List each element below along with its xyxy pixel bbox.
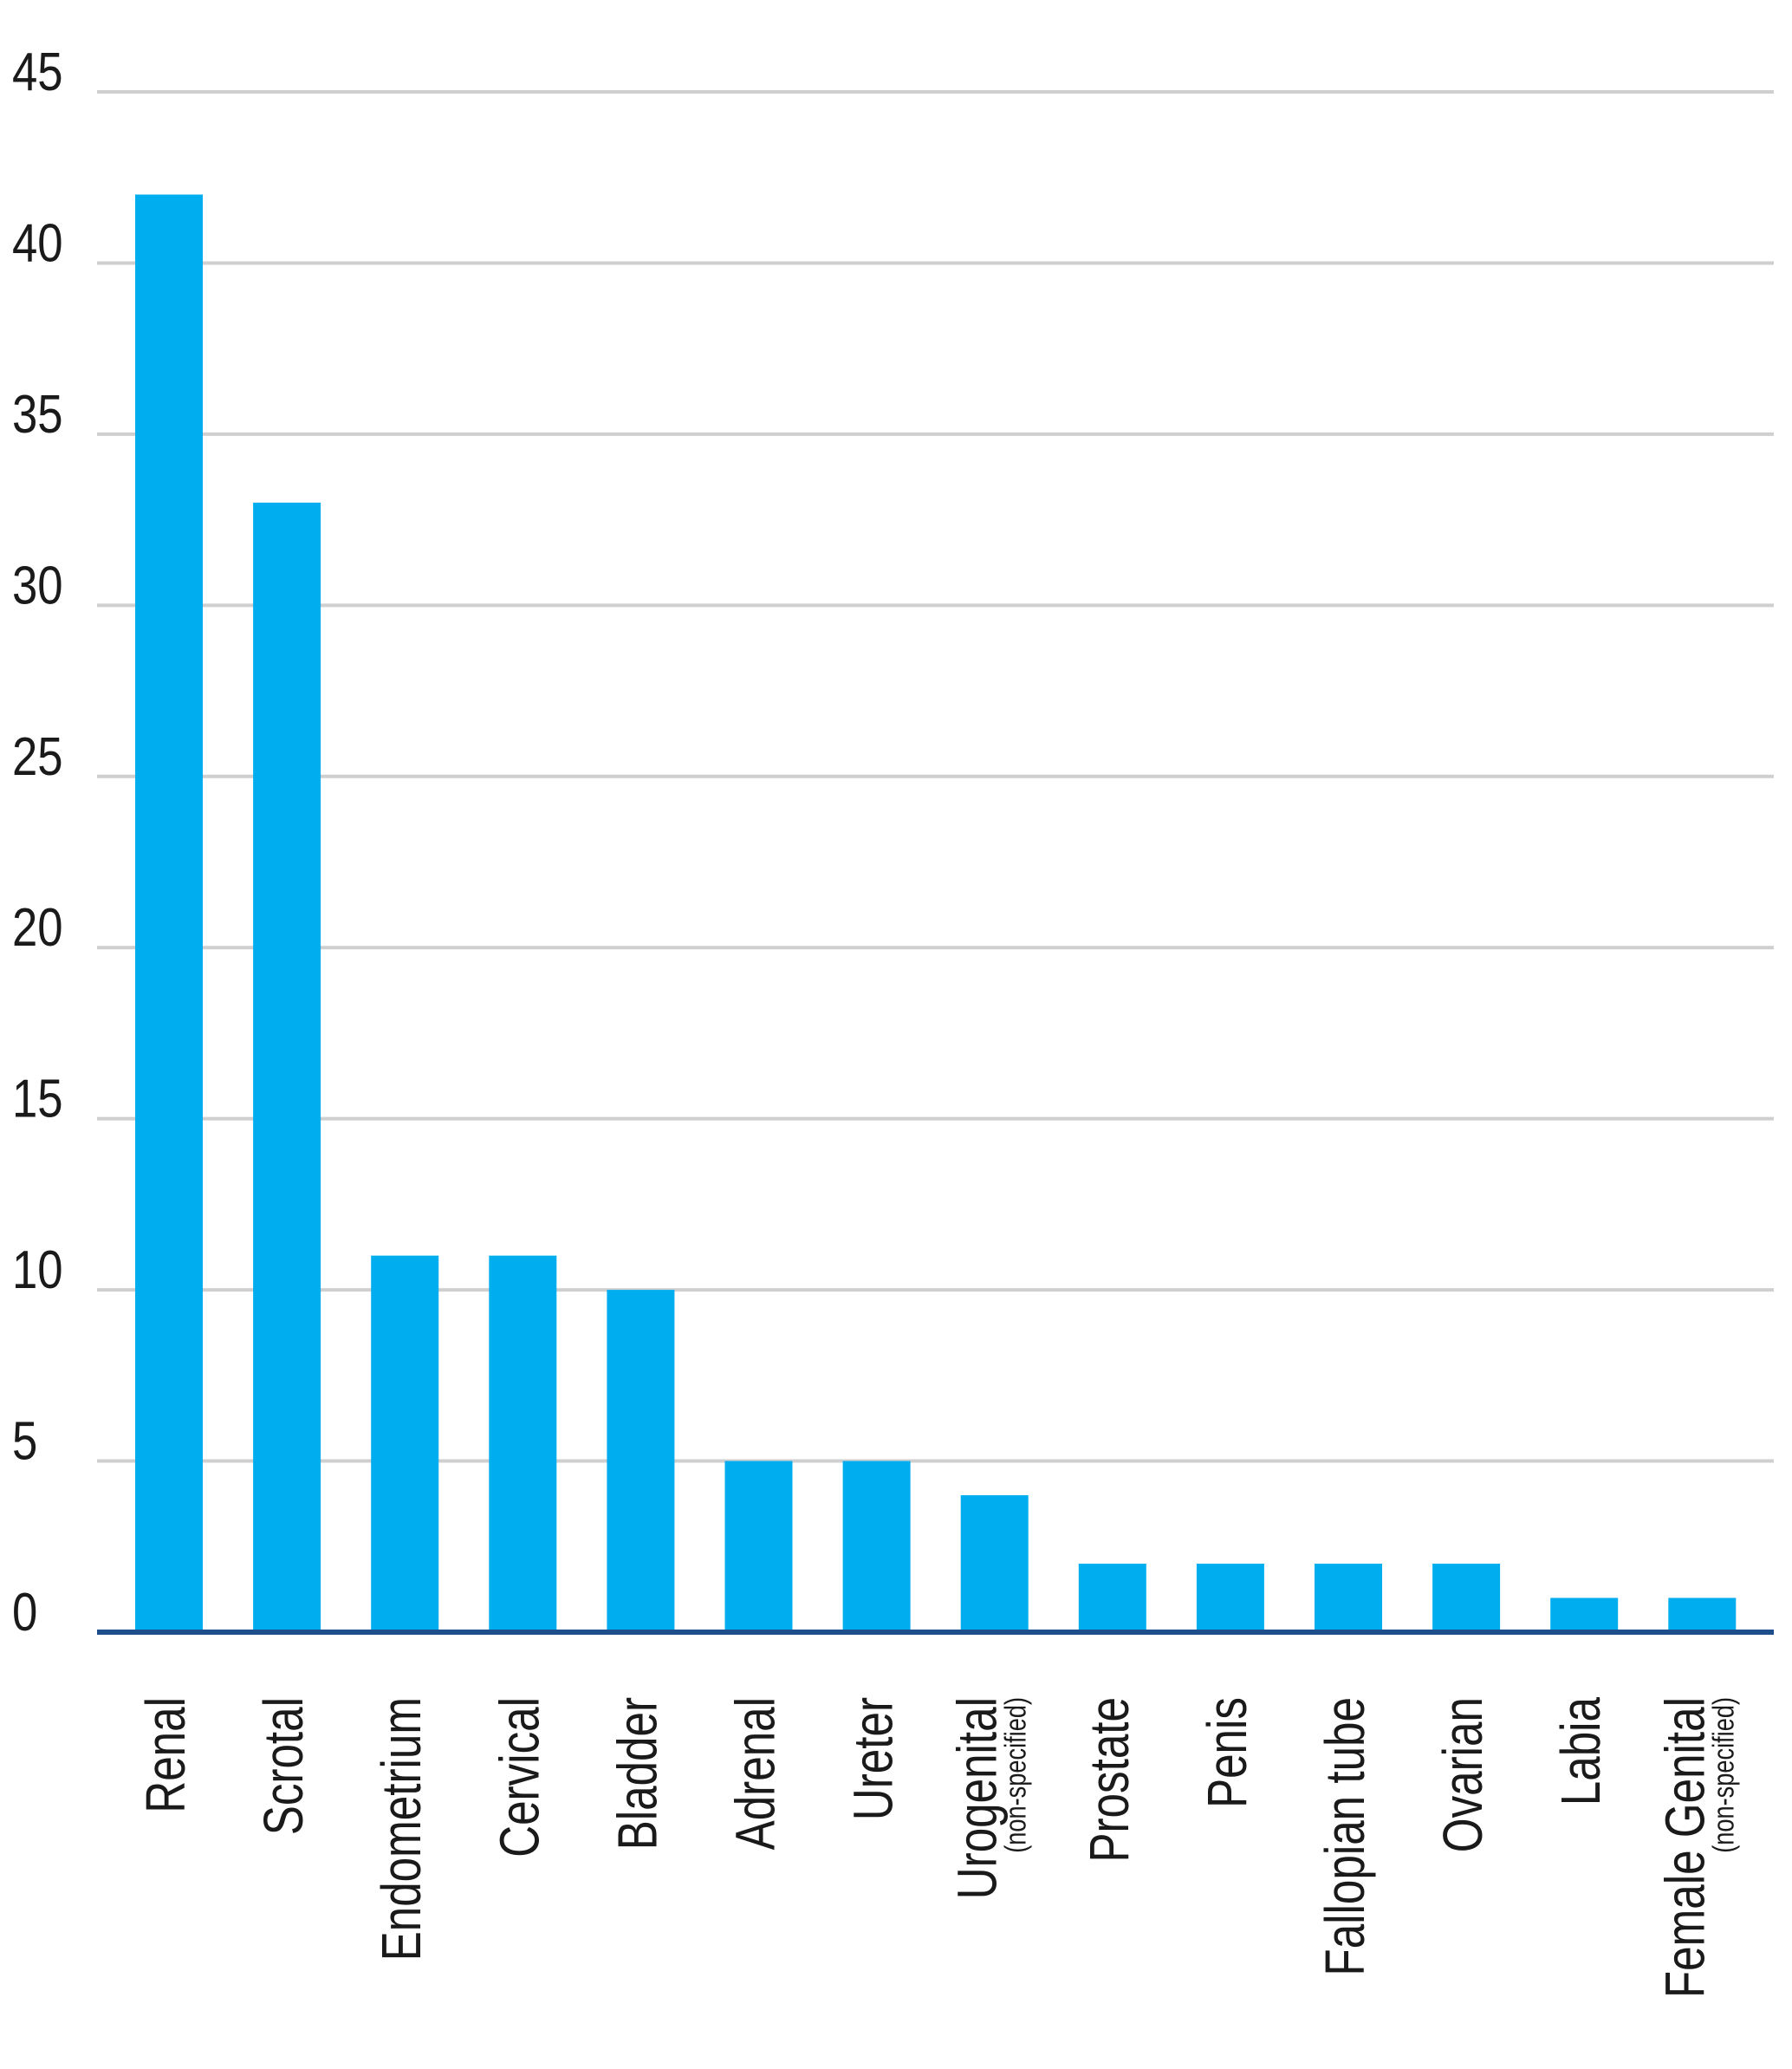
bar	[253, 502, 321, 1632]
bar	[489, 1255, 557, 1632]
y-tick-label: 10	[12, 1240, 63, 1300]
bar	[1315, 1564, 1382, 1632]
bar	[1668, 1597, 1737, 1632]
y-tick-label: 40	[12, 213, 63, 273]
x-tick-label: Female Genital	[1655, 1697, 1717, 1998]
y-tick-label: 35	[12, 385, 63, 445]
x-tick-label: Renal	[136, 1697, 198, 1813]
x-tick-label: Scrotal	[254, 1697, 315, 1835]
y-tick-label: 25	[12, 727, 63, 787]
bar	[724, 1461, 793, 1632]
x-tick-label: Prostate	[1079, 1697, 1140, 1863]
x-tick-note: (non-specified)	[999, 1697, 1033, 1853]
bar	[1432, 1564, 1501, 1632]
x-tick-label: Fallopian tube	[1315, 1697, 1377, 1976]
y-tick-label: 45	[12, 42, 63, 102]
x-tick-label: Ovarian	[1433, 1697, 1495, 1852]
x-tick-label: Ureter	[843, 1697, 905, 1820]
y-tick-label: 0	[12, 1583, 37, 1643]
x-tick-label: Bladder	[607, 1697, 669, 1850]
y-tick-label: 5	[12, 1412, 37, 1472]
y-tick-label: 30	[12, 556, 63, 615]
bar	[960, 1495, 1029, 1632]
x-tick-label: Cervical	[490, 1697, 551, 1858]
x-tick-label: Adrenal	[725, 1697, 787, 1850]
y-tick-label: 15	[12, 1070, 63, 1129]
bar	[1078, 1564, 1146, 1632]
x-tick-label: Endometrium	[372, 1697, 433, 1961]
bar	[842, 1461, 911, 1632]
x-tick-label: Penis	[1198, 1697, 1259, 1808]
bar	[1196, 1564, 1264, 1632]
bar	[1550, 1597, 1619, 1632]
bar	[371, 1255, 439, 1632]
x-tick-note: (non-specified)	[1706, 1697, 1740, 1853]
bar	[135, 194, 203, 1632]
x-tick-label: Urogenital	[947, 1697, 1009, 1899]
bar	[607, 1290, 675, 1632]
x-tick-label: Labia	[1551, 1696, 1613, 1805]
y-tick-label: 20	[12, 898, 63, 958]
